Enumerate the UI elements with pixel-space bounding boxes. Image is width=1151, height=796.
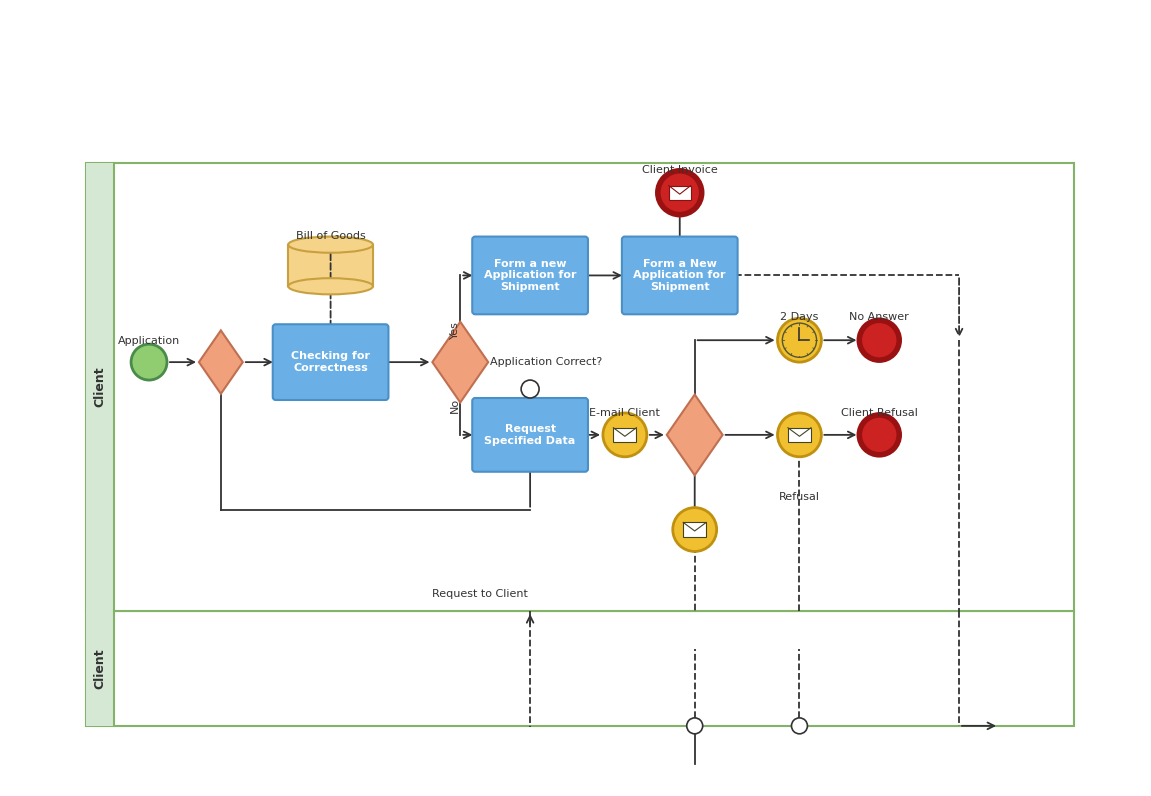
FancyBboxPatch shape [273,324,388,400]
FancyBboxPatch shape [86,163,114,611]
FancyBboxPatch shape [669,185,691,200]
Text: Bill of Goods: Bill of Goods [296,231,366,240]
Polygon shape [433,322,488,403]
Text: Application Correct?: Application Correct? [490,357,602,367]
FancyBboxPatch shape [86,611,114,726]
Text: Client: Client [93,367,107,408]
Text: Form a new
Application for
Shipment: Form a new Application for Shipment [483,259,577,292]
FancyBboxPatch shape [288,244,373,287]
Text: Form a New
Application for
Shipment: Form a New Application for Shipment [633,259,726,292]
FancyBboxPatch shape [684,522,707,537]
Circle shape [860,320,899,360]
Text: Checking for
Correctness: Checking for Correctness [291,351,371,373]
Ellipse shape [288,278,373,295]
Text: Request to Client: Request to Client [433,589,528,599]
FancyBboxPatch shape [622,236,738,314]
Polygon shape [666,395,723,475]
Text: Client: Client [93,648,107,689]
Circle shape [131,344,167,380]
Circle shape [860,415,899,455]
FancyBboxPatch shape [472,398,588,472]
Text: E-mail Client: E-mail Client [589,408,661,418]
Circle shape [783,323,816,357]
Circle shape [673,508,717,552]
Text: 2 Days: 2 Days [780,312,818,322]
Text: Client Refusal: Client Refusal [841,408,917,418]
Circle shape [603,413,647,457]
Circle shape [778,318,822,362]
Text: Refusal: Refusal [779,492,820,501]
FancyBboxPatch shape [86,611,1074,726]
Circle shape [792,718,808,734]
FancyBboxPatch shape [472,236,588,314]
Circle shape [658,171,702,215]
Text: No: No [450,397,460,412]
FancyBboxPatch shape [86,163,1074,611]
FancyBboxPatch shape [788,427,811,442]
Text: No Answer: No Answer [849,312,909,322]
Ellipse shape [288,236,373,253]
Polygon shape [199,330,243,394]
Text: Request
Specified Data: Request Specified Data [485,424,576,446]
Circle shape [778,413,822,457]
FancyBboxPatch shape [613,427,637,442]
Circle shape [521,380,539,398]
Text: Yes: Yes [450,322,460,339]
Text: Application: Application [117,336,181,346]
Text: Client Invoice: Client Invoice [642,165,717,175]
Circle shape [687,718,703,734]
